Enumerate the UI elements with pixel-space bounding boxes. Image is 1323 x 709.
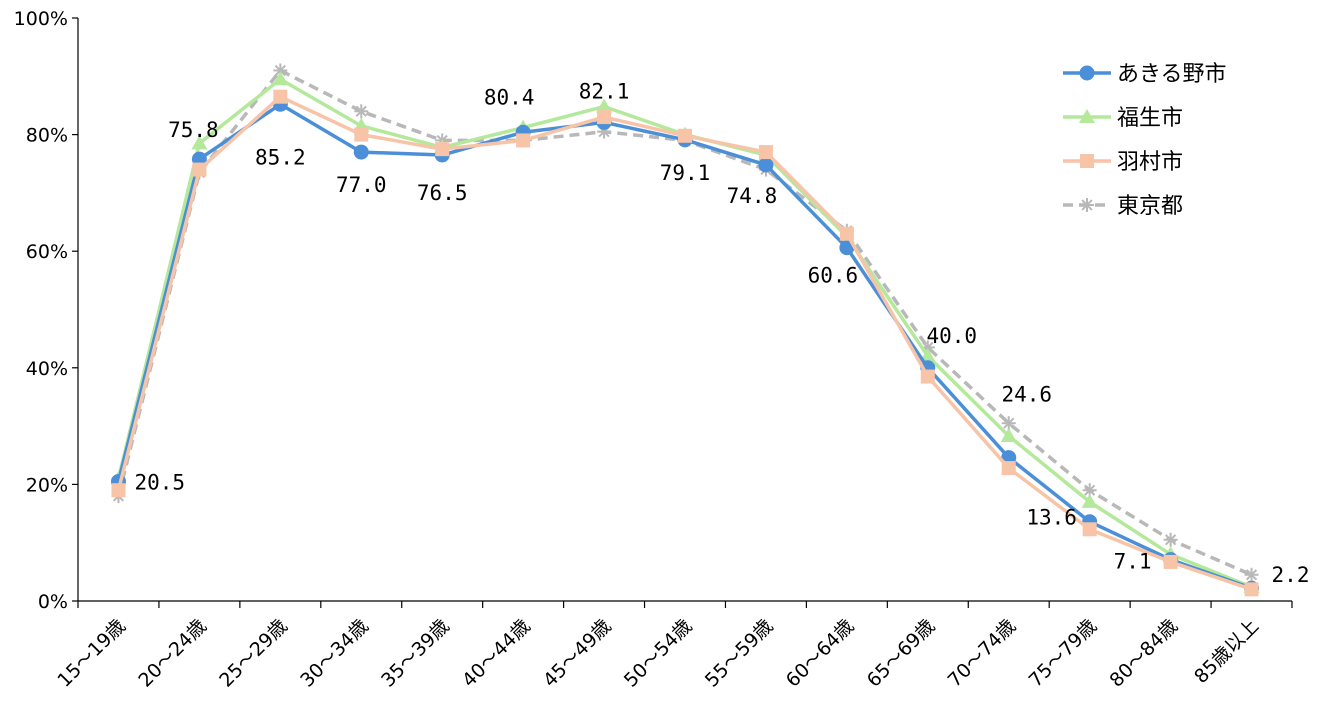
legend-item-1: 福生市 xyxy=(1063,106,1183,131)
series-layer xyxy=(110,63,1260,597)
data-point xyxy=(516,133,531,148)
data-point xyxy=(1000,428,1017,443)
data-label: 76.5 xyxy=(417,181,468,205)
y-tick-label: 80% xyxy=(26,125,68,147)
data-label: 74.8 xyxy=(727,184,778,208)
legend-label: 東京都 xyxy=(1117,194,1183,219)
data-point xyxy=(191,135,208,150)
asterisk-stroke xyxy=(1245,569,1258,581)
y-tick-label: 0% xyxy=(38,591,68,613)
y-tick-label: 40% xyxy=(26,358,68,380)
y-tick-label: 20% xyxy=(26,474,68,496)
x-tick-label: 20～24歳 xyxy=(134,615,211,692)
data-point xyxy=(1001,461,1016,476)
x-tick-label: 25～29歳 xyxy=(215,615,292,692)
data-label: 24.6 xyxy=(1001,383,1052,407)
data-point xyxy=(273,89,288,104)
data-point xyxy=(354,104,369,119)
data-label: 85.2 xyxy=(255,145,306,169)
data-label: 77.0 xyxy=(336,173,387,197)
data-point xyxy=(678,128,692,143)
data-point xyxy=(353,144,369,160)
data-point xyxy=(1080,198,1094,212)
data-point xyxy=(597,110,612,125)
x-tick-label: 65～69歳 xyxy=(863,615,940,692)
asterisk-stroke xyxy=(355,105,367,117)
x-tick-label: 80～84歳 xyxy=(1106,615,1183,692)
data-label: 79.1 xyxy=(660,161,711,185)
data-point xyxy=(919,348,936,363)
data-label: 75.8 xyxy=(168,118,219,142)
series-2 xyxy=(111,89,1259,597)
data-point xyxy=(1081,493,1098,508)
data-label: 60.6 xyxy=(808,264,859,288)
legend-label: あきる野市 xyxy=(1117,62,1227,87)
x-tick-label: 50～54歳 xyxy=(620,615,697,692)
data-point xyxy=(1244,582,1259,597)
asterisk-stroke xyxy=(274,64,286,77)
asterisk-stroke xyxy=(1081,199,1093,211)
data-point xyxy=(920,369,935,384)
x-tick-label: 55～59歳 xyxy=(701,615,778,692)
data-label: 13.6 xyxy=(1026,506,1077,530)
data-point xyxy=(758,145,773,160)
data-label: 7.1 xyxy=(1114,550,1152,574)
x-tick-label: 40～44歳 xyxy=(458,615,535,692)
data-label: 20.5 xyxy=(134,470,185,494)
data-point xyxy=(1079,65,1095,81)
x-tick-label: 30～34歳 xyxy=(296,615,373,692)
asterisk-stroke xyxy=(1084,484,1096,496)
data-point xyxy=(1079,109,1095,123)
data-point xyxy=(354,127,369,142)
data-label: 80.4 xyxy=(484,85,535,109)
x-tick-label: 85歳以上 xyxy=(1190,615,1263,688)
asterisk-stroke xyxy=(1164,534,1177,546)
legend-label: 福生市 xyxy=(1117,106,1183,131)
data-point xyxy=(1001,416,1016,431)
x-tick-label: 60～64歳 xyxy=(782,615,859,692)
chart-axes: 0% 20% 40% 60% 80% 100% 15～19歳 20～24歳 25～29歳 30～3… xyxy=(14,8,1293,692)
data-point xyxy=(839,226,854,241)
data-point xyxy=(435,142,450,157)
data-point xyxy=(1163,554,1178,569)
x-tick-label: 35～39歳 xyxy=(377,615,454,692)
x-tick-label: 70～74歳 xyxy=(944,615,1021,692)
data-point xyxy=(272,71,289,86)
data-point xyxy=(758,157,774,173)
legend-label: 羽村市 xyxy=(1117,150,1183,175)
data-point xyxy=(596,98,613,113)
asterisk-stroke xyxy=(1003,417,1015,429)
data-point xyxy=(1080,154,1094,168)
legend-item-0: あきる野市 xyxy=(1063,62,1227,87)
legend-item-3: 東京都 xyxy=(1063,194,1183,219)
legend-item-2: 羽村市 xyxy=(1063,150,1183,175)
x-tick-label: 45～49歳 xyxy=(539,615,616,692)
y-tick-label: 60% xyxy=(26,241,68,263)
x-tick-label: 15～19歳 xyxy=(53,615,130,692)
data-label: 40.0 xyxy=(927,324,978,348)
data-point xyxy=(1163,532,1178,547)
data-label: 82.1 xyxy=(579,79,630,103)
data-point xyxy=(1082,522,1097,537)
data-point xyxy=(111,483,126,498)
data-point xyxy=(192,162,207,177)
data-label: 2.2 xyxy=(1272,563,1310,587)
data-labels: 20.5 75.8 85.2 77.0 76.5 80.4 82.1 79.1 74.8 60.6… xyxy=(134,79,1309,587)
x-tick-label: 75～79歳 xyxy=(1025,615,1102,692)
y-tick-label: 100% xyxy=(14,8,68,30)
